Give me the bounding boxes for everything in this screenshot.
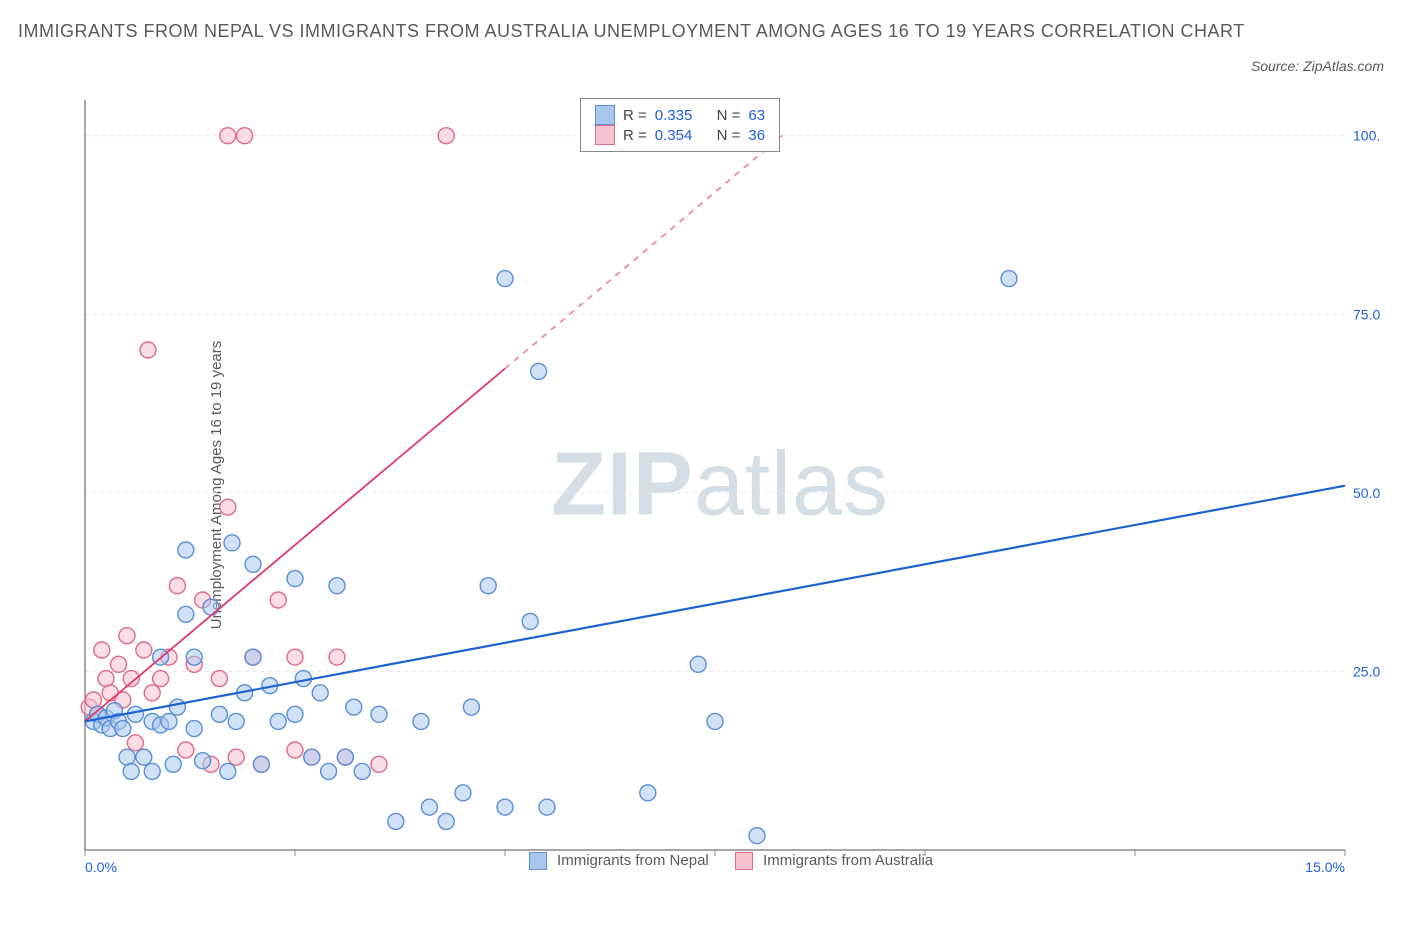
svg-text:100.0%: 100.0% (1353, 128, 1380, 144)
australia-legend-label: Immigrants from Australia (763, 852, 933, 869)
legend-row-australia: R = 0.354 N = 36 (595, 125, 765, 145)
chart-area: Unemployment Among Ages 16 to 19 years Z… (60, 90, 1380, 880)
australia-swatch-icon (595, 125, 615, 145)
chart-title: IMMIGRANTS FROM NEPAL VS IMMIGRANTS FROM… (18, 18, 1266, 45)
scatter-plot: 0.0%15.0%25.0%50.0%75.0%100.0% (60, 90, 1380, 880)
svg-text:50.0%: 50.0% (1353, 485, 1380, 501)
series-legend: Immigrants from Nepal Immigrants from Au… (60, 852, 1380, 870)
n-value: 36 (748, 127, 765, 144)
australia-swatch (735, 852, 753, 870)
source-attribution: Source: ZipAtlas.com (1251, 58, 1384, 74)
nepal-swatch (529, 852, 547, 870)
svg-text:75.0%: 75.0% (1353, 306, 1380, 322)
r-value: 0.335 (655, 107, 693, 124)
n-label: N = (717, 127, 741, 144)
svg-text:25.0%: 25.0% (1353, 663, 1380, 679)
legend-row-nepal: R = 0.335 N = 63 (595, 105, 765, 125)
nepal-legend-label: Immigrants from Nepal (557, 852, 709, 869)
correlation-legend: R = 0.335 N = 63 R = 0.354 N = 36 (580, 98, 780, 152)
r-value: 0.354 (655, 127, 693, 144)
n-label: N = (717, 107, 741, 124)
nepal-swatch-icon (595, 105, 615, 125)
r-label: R = (623, 107, 647, 124)
r-label: R = (623, 127, 647, 144)
n-value: 63 (748, 107, 765, 124)
